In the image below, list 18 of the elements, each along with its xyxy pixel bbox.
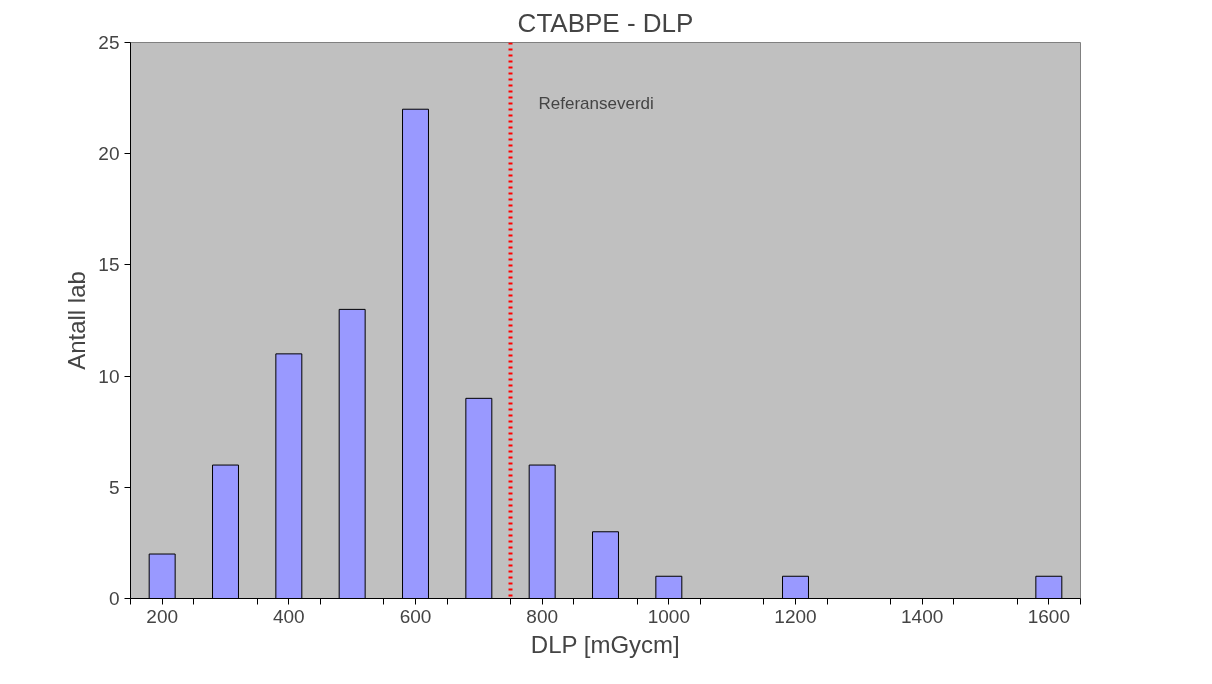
y-tick-label: 0 (108, 588, 120, 609)
y-axis-title: Antall lab (63, 271, 91, 370)
chart-title: CTABPE - DLP (517, 7, 694, 38)
x-tick-label: 800 (526, 605, 559, 627)
y-tick-label: 20 (98, 143, 120, 165)
y-tick-label: 5 (108, 476, 120, 498)
y-tick-label: 15 (98, 254, 120, 276)
x-tick-label: 200 (146, 605, 179, 627)
x-tick-label: 600 (399, 605, 432, 627)
y-tick-label: 10 (98, 365, 120, 387)
x-axis-title: DLP [mGycm] (530, 630, 680, 658)
x-tick-label: 400 (272, 605, 305, 627)
y-tick-label: 25 (98, 32, 120, 53)
x-tick-label: 1400 (901, 605, 944, 627)
x-tick-label: 1000 (647, 605, 690, 627)
x-tick-label: 1600 (1027, 605, 1070, 627)
x-tick-label: 1200 (774, 605, 817, 627)
ref-line-label: Referanseverdi (538, 93, 654, 113)
